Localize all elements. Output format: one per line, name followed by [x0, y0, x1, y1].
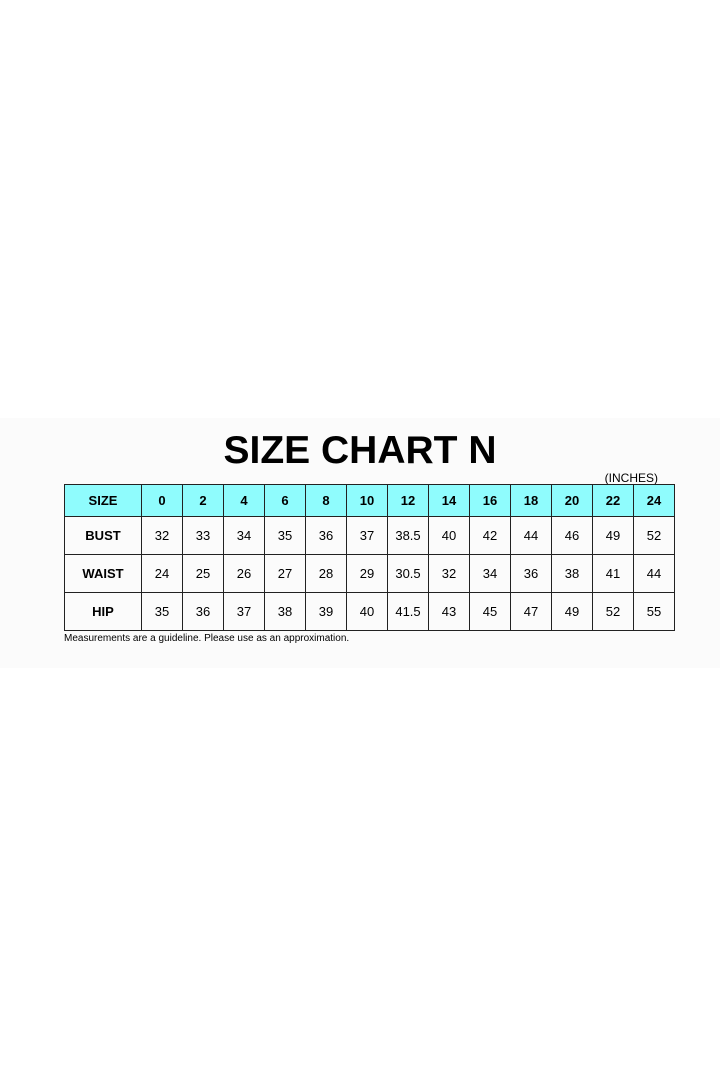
measurement-cell: 34 [469, 554, 511, 593]
measurement-cell: 38 [551, 554, 593, 593]
size-header-cell: 22 [592, 484, 634, 517]
measurement-cell: 39 [305, 592, 347, 631]
measurement-cell: 44 [510, 516, 552, 555]
header-label-cell: SIZE [64, 484, 142, 517]
measurement-cell: 36 [182, 592, 224, 631]
table-row: HIP 35 36 37 38 39 40 41.5 43 45 47 49 52 55 [64, 592, 675, 631]
measurement-cell: 28 [305, 554, 347, 593]
measurement-cell: 26 [223, 554, 265, 593]
measurement-cell: 45 [469, 592, 511, 631]
measurement-cell: 52 [633, 516, 675, 555]
size-header-cell: 6 [264, 484, 306, 517]
measurement-cell: 35 [141, 592, 183, 631]
size-chart-table: SIZE 0 2 4 6 8 10 12 14 16 18 20 22 24 BUST 32 33 34 35 36 3… [64, 484, 675, 631]
measurement-cell: 52 [592, 592, 634, 631]
measurement-cell: 35 [264, 516, 306, 555]
measurement-cell: 40 [428, 516, 470, 555]
header-row: SIZE 0 2 4 6 8 10 12 14 16 18 20 22 24 [64, 484, 675, 517]
size-header-cell: 18 [510, 484, 552, 517]
page-title: SIZE CHART N [223, 429, 497, 472]
table-row: BUST 32 33 34 35 36 37 38.5 40 42 44 46 49 52 [64, 516, 675, 555]
measurement-cell: 32 [141, 516, 183, 555]
measurement-cell: 27 [264, 554, 306, 593]
size-header-cell: 0 [141, 484, 183, 517]
size-header-cell: 24 [633, 484, 675, 517]
measurement-cell: 34 [223, 516, 265, 555]
measurement-cell: 44 [633, 554, 675, 593]
row-label-cell: WAIST [64, 554, 142, 593]
size-header-cell: 14 [428, 484, 470, 517]
measurement-cell: 37 [346, 516, 388, 555]
measurement-cell: 33 [182, 516, 224, 555]
size-header-cell: 8 [305, 484, 347, 517]
measurement-cell: 30.5 [387, 554, 429, 593]
size-header-cell: 10 [346, 484, 388, 517]
measurement-cell: 36 [305, 516, 347, 555]
measurement-cell: 49 [551, 592, 593, 631]
measurement-cell: 36 [510, 554, 552, 593]
measurement-cell: 25 [182, 554, 224, 593]
measurement-cell: 47 [510, 592, 552, 631]
measurement-cell: 37 [223, 592, 265, 631]
measurement-cell: 32 [428, 554, 470, 593]
measurement-cell: 41 [592, 554, 634, 593]
measurement-cell: 42 [469, 516, 511, 555]
size-header-cell: 20 [551, 484, 593, 517]
measurement-cell: 40 [346, 592, 388, 631]
units-label: (INCHES) [604, 471, 658, 485]
size-header-cell: 12 [387, 484, 429, 517]
size-header-cell: 4 [223, 484, 265, 517]
measurement-cell: 38 [264, 592, 306, 631]
measurement-cell: 49 [592, 516, 634, 555]
footnote: Measurements are a guideline. Please use… [64, 633, 350, 644]
measurement-cell: 38.5 [387, 516, 429, 555]
measurement-cell: 46 [551, 516, 593, 555]
table-row: WAIST 24 25 26 27 28 29 30.5 32 34 36 38 41 44 [64, 554, 675, 593]
measurement-cell: 55 [633, 592, 675, 631]
size-header-cell: 2 [182, 484, 224, 517]
row-label-cell: HIP [64, 592, 142, 631]
row-label-cell: BUST [64, 516, 142, 555]
measurement-cell: 24 [141, 554, 183, 593]
measurement-cell: 29 [346, 554, 388, 593]
measurement-cell: 43 [428, 592, 470, 631]
measurement-cell: 41.5 [387, 592, 429, 631]
size-header-cell: 16 [469, 484, 511, 517]
